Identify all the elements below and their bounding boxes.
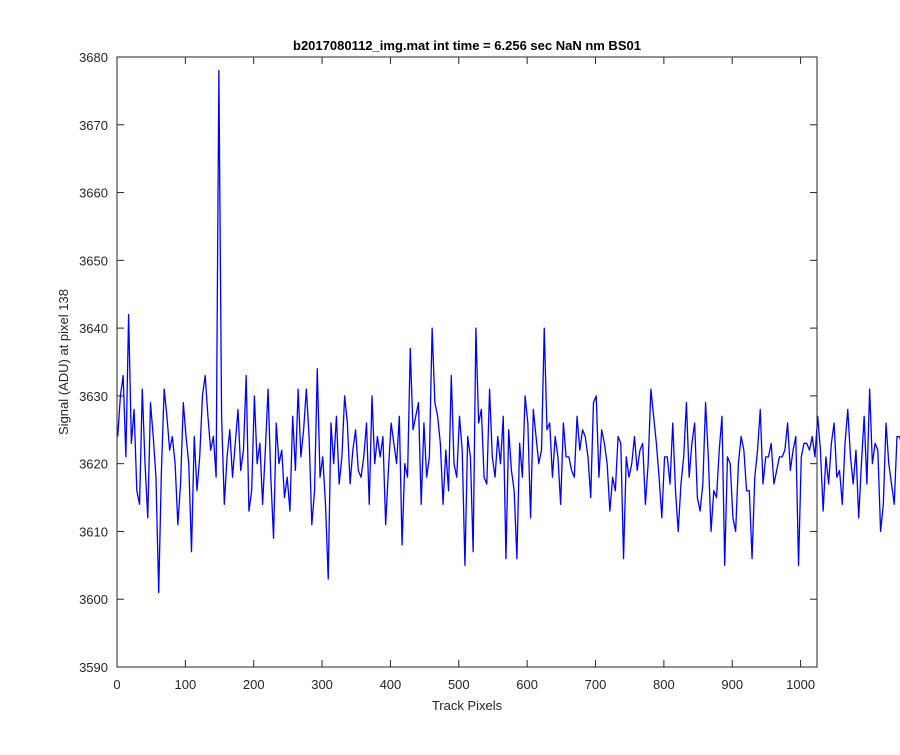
x-tick-label: 200 (243, 677, 265, 692)
plot-background (117, 57, 817, 667)
x-tick-label: 300 (311, 677, 333, 692)
x-axis-label: Track Pixels (432, 698, 503, 713)
x-tick-label: 700 (585, 677, 607, 692)
x-tick-label: 0 (113, 677, 120, 692)
x-tick-label: 400 (380, 677, 402, 692)
x-tick-label: 1000 (786, 677, 815, 692)
y-tick-label: 3600 (79, 592, 108, 607)
series-line (117, 69, 900, 594)
chart-title: b2017080112_img.mat int time = 6.256 sec… (293, 38, 641, 53)
y-tick-label: 3670 (79, 118, 108, 133)
y-axis-label: Signal (ADU) at pixel 138 (56, 289, 71, 435)
y-tick-label: 3660 (79, 186, 108, 201)
y-tick-label: 3590 (79, 660, 108, 675)
y-tick-label: 3630 (79, 389, 108, 404)
plot-area: 0 100 200 300 400 500 600 700 800 900 1000 3590 3600… (79, 50, 900, 692)
x-tick-label: 800 (653, 677, 675, 692)
y-tick-label: 3680 (79, 50, 108, 65)
x-tick-label: 900 (721, 677, 743, 692)
x-tick-label: 100 (175, 677, 197, 692)
y-tick-label: 3620 (79, 457, 108, 472)
y-tick-label: 3650 (79, 253, 108, 268)
y-tick-label: 3640 (79, 321, 108, 336)
axes-box (116, 56, 818, 668)
x-tick-label: 600 (516, 677, 538, 692)
y-tick-label: 3610 (79, 524, 108, 539)
x-tick-label: 500 (448, 677, 470, 692)
